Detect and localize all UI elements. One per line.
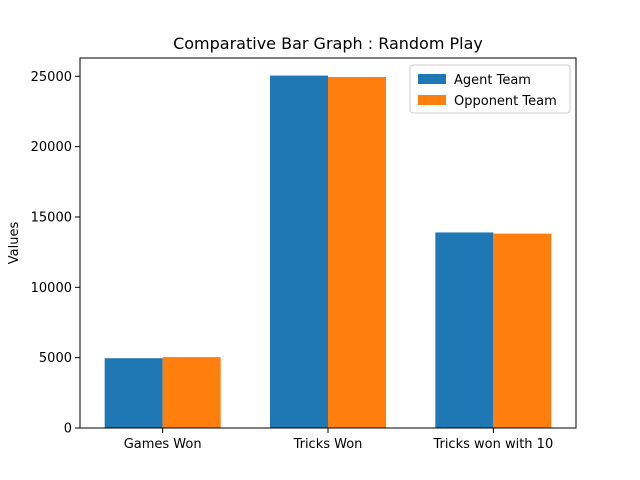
y-tick-label: 20000: [31, 140, 72, 155]
legend-label-opponent-team: Opponent Team: [454, 94, 557, 109]
bar-opponent-team-games-won: [162, 357, 221, 428]
y-tick-label: 10000: [31, 281, 72, 296]
legend-swatch-opponent-team: [418, 95, 446, 105]
chart-title: Comparative Bar Graph : Random Play: [173, 34, 483, 53]
y-tick-label: 15000: [31, 210, 72, 225]
y-axis-label: Values: [7, 222, 22, 265]
y-axis-ticks: 0 5000 10000 15000 20000 25000: [31, 70, 80, 437]
x-tick-label-tricks-won: Tricks Won: [293, 437, 363, 452]
bar-agent-team-games-won: [104, 358, 163, 428]
bar-agent-team-tricks-won-with-10: [435, 232, 494, 428]
bars-layer: [104, 75, 552, 429]
y-tick-label: 25000: [31, 70, 72, 85]
bar-opponent-team-tricks-won-with-10: [493, 233, 552, 428]
x-axis-ticks: Games Won Tricks Won Tricks won with 10: [124, 428, 553, 452]
plot-frame: [79, 57, 577, 429]
x-tick-label-tricks-won-with-10: Tricks won with 10: [432, 437, 553, 452]
legend: Agent Team Opponent Team: [409, 64, 571, 114]
legend-swatch-agent-team: [418, 74, 446, 84]
legend-label-agent-team: Agent Team: [454, 73, 531, 88]
bar-agent-team-tricks-won: [270, 75, 328, 428]
legend-frame: [409, 64, 571, 114]
x-tick-label-games-won: Games Won: [124, 437, 202, 452]
bar-opponent-team-tricks-won: [328, 76, 386, 429]
y-tick-label: 5000: [39, 351, 72, 366]
y-tick-label: 0: [64, 422, 72, 437]
